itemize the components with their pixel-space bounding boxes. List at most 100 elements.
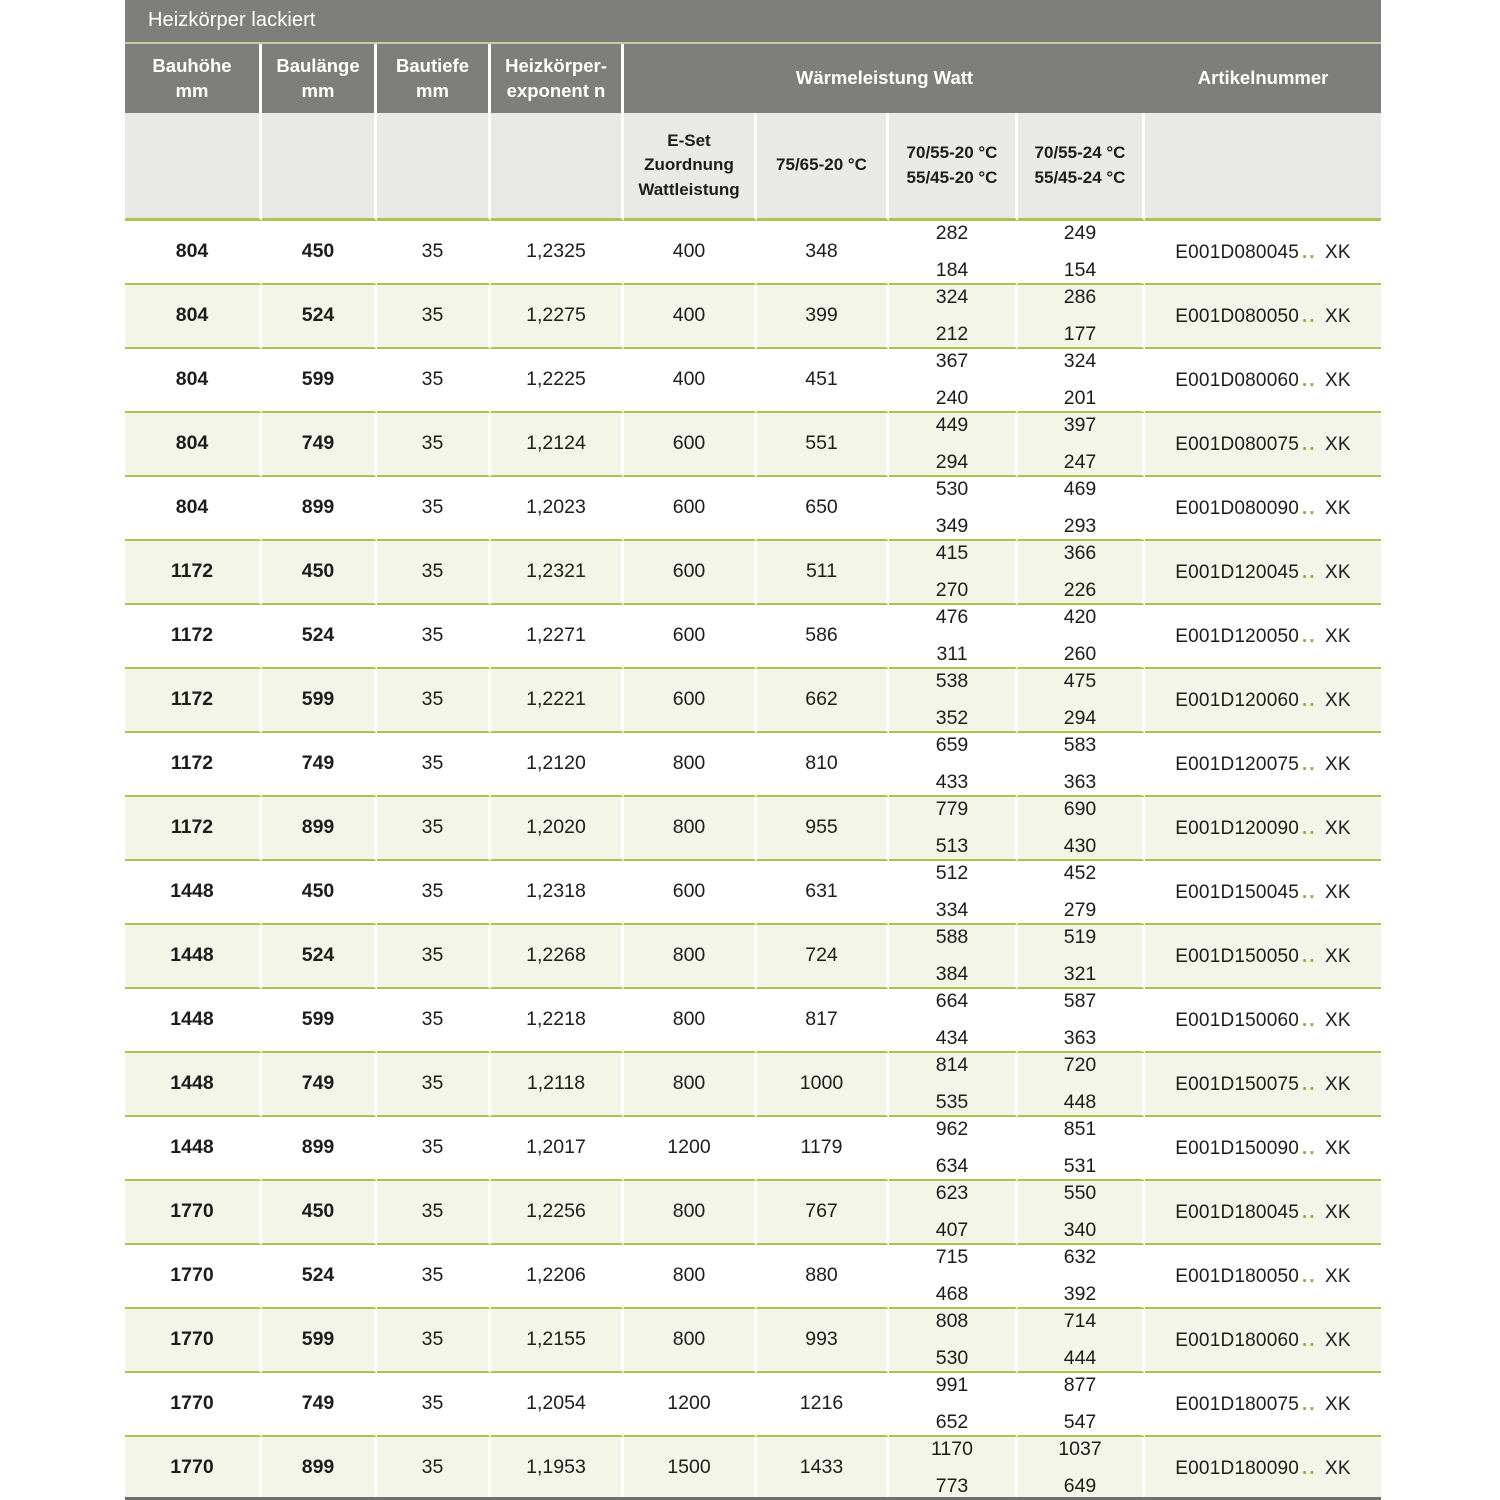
cell-temp-70-55-24-value-1: 1037 (1058, 1438, 1102, 1460)
cell-temp-70-55-24: 587 363 (1018, 989, 1145, 1053)
artikelnummer-variant-placeholder-dots: .. (1302, 753, 1317, 775)
cell-temp-70-55-20-value-2: 433 (935, 770, 969, 793)
cell-heizkoerperexponent: 1,2124 (491, 413, 624, 477)
artikelnummer-code: E001D080050 (1175, 305, 1299, 327)
artikelnummer-suffix: XK (1319, 1457, 1351, 1479)
table-row: 804 599 35 1,2225 400 451 367 240 324 201 E001D080… (125, 349, 1381, 413)
artikelnummer-suffix: XK (1319, 433, 1351, 455)
table-row: 1770 749 35 1,2054 1200 1216 991 652 877 547 E001D… (125, 1373, 1381, 1437)
cell-temp-70-55-24-value-1: 587 (1063, 990, 1097, 1012)
cell-heizkoerperexponent: 1,2225 (491, 349, 624, 413)
artikelnummer-code: E001D120090 (1175, 817, 1299, 839)
cell-bautiefe: 35 (377, 605, 491, 669)
cell-temp-70-55-24: 452 279 (1018, 861, 1145, 925)
artikelnummer-variant-placeholder-dots: .. (1302, 433, 1317, 455)
cell-baulaenge: 524 (262, 285, 377, 349)
artikelnummer-suffix: XK (1319, 1137, 1351, 1159)
table-row: 1172 599 35 1,2221 600 662 538 352 475 294 E001D12… (125, 669, 1381, 733)
cell-bauhoehe: 1172 (125, 605, 262, 669)
cell-temp-70-55-20-value-1: 538 (935, 670, 969, 692)
cell-bautiefe: 35 (377, 413, 491, 477)
artikelnummer-suffix: XK (1319, 1265, 1351, 1287)
header-line-1: Bautiefe (396, 54, 469, 76)
cell-temp-70-55-20-value-2: 434 (935, 1026, 969, 1049)
cell-temp-70-55-24: 583 363 (1018, 733, 1145, 797)
cell-temp-75-65-20: 1433 (757, 1437, 889, 1500)
header-line-2: mm (175, 79, 209, 101)
artikelnummer-variant-placeholder-dots: .. (1302, 1393, 1317, 1415)
cell-temp-70-55-24-value-1: 714 (1063, 1310, 1097, 1332)
cell-temp-70-55-24-value-1: 720 (1063, 1054, 1097, 1076)
cell-temp-70-55-20-values: 779 513 (889, 799, 1015, 856)
cell-temp-70-55-24-value-1: 583 (1063, 734, 1097, 756)
artikelnummer-code: E001D180050 (1175, 1265, 1299, 1287)
cell-heizkoerperexponent: 1,2218 (491, 989, 624, 1053)
cell-temp-75-65-20: 767 (757, 1181, 889, 1245)
cell-temp-70-55-24-values: 475 294 (1018, 671, 1142, 728)
cell-temp-70-55-20: 512 334 (889, 861, 1018, 925)
cell-temp-70-55-20-values: 814 535 (889, 1055, 1015, 1113)
cell-temp-70-55-24-values: 452 279 (1018, 863, 1142, 920)
cell-temp-70-55-20-value-1: 449 (935, 414, 969, 436)
cell-artikelnummer: E001D150075.. XK (1145, 1053, 1381, 1117)
subheader-eset-zuordnung: E-Set Zuordnung Wattleistung (624, 113, 757, 221)
subheader-line-1: 70/55-24 °C (1034, 143, 1126, 163)
cell-heizkoerperexponent: 1,2118 (491, 1053, 624, 1117)
cell-temp-70-55-24-values: 420 260 (1018, 607, 1142, 664)
subheader-bautiefe-blank (377, 113, 491, 221)
header-line-2: exponent n (506, 79, 606, 101)
subheader-temp-70-55-24: 70/55-24 °C 55/45-24 °C (1018, 113, 1145, 221)
cell-temp-70-55-20-values: 664 434 (889, 991, 1015, 1049)
cell-heizkoerperexponent: 1,2321 (491, 541, 624, 605)
cell-heizkoerperexponent: 1,2256 (491, 1181, 624, 1245)
cell-temp-70-55-20-values: 808 530 (889, 1311, 1015, 1369)
cell-temp-70-55-24: 519 321 (1018, 925, 1145, 989)
cell-temp-75-65-20: 1179 (757, 1117, 889, 1181)
header-line-2: mm (416, 79, 449, 101)
header-line-1: Bauhöhe (152, 54, 232, 76)
cell-artikelnummer: E001D120045.. XK (1145, 541, 1381, 605)
cell-bauhoehe: 1770 (125, 1309, 262, 1373)
cell-eset-wattleistung: 600 (624, 477, 757, 541)
cell-temp-70-55-20-value-2: 530 (935, 1346, 969, 1369)
cell-temp-70-55-24-value-2: 201 (1063, 386, 1097, 409)
artikelnummer-code: E001D150045 (1175, 881, 1299, 903)
table-title: Heizkörper lackiert (125, 0, 1381, 44)
cell-temp-70-55-20-value-2: 384 (935, 962, 969, 985)
cell-temp-70-55-20: 623 407 (889, 1181, 1018, 1245)
cell-eset-wattleistung: 400 (624, 221, 757, 285)
cell-temp-70-55-20-value-2: 535 (935, 1090, 969, 1113)
cell-baulaenge: 749 (262, 733, 377, 797)
artikelnummer-code: E001D120045 (1175, 561, 1299, 583)
cell-temp-70-55-20-values: 991 652 (889, 1375, 1015, 1432)
cell-temp-70-55-24: 324 201 (1018, 349, 1145, 413)
cell-temp-70-55-20: 530 349 (889, 477, 1018, 541)
cell-artikelnummer: E001D120050.. XK (1145, 605, 1381, 669)
cell-heizkoerperexponent: 1,2318 (491, 861, 624, 925)
artikelnummer-code: E001D120075 (1175, 753, 1299, 775)
table-row: 1448 450 35 1,2318 600 631 512 334 452 279 E001D15… (125, 861, 1381, 925)
cell-bautiefe: 35 (377, 285, 491, 349)
cell-temp-75-65-20: 817 (757, 989, 889, 1053)
cell-bauhoehe: 1770 (125, 1373, 262, 1437)
cell-baulaenge: 524 (262, 1245, 377, 1309)
cell-temp-70-55-24-values: 877 547 (1018, 1375, 1142, 1432)
artikelnummer-variant-placeholder-dots: .. (1302, 1201, 1317, 1223)
sub-header-row: E-Set Zuordnung Wattleistung 75/65-20 °C… (125, 113, 1381, 221)
cell-temp-75-65-20: 399 (757, 285, 889, 349)
cell-temp-70-55-24: 420 260 (1018, 605, 1145, 669)
cell-temp-70-55-20-value-1: 1170 (931, 1438, 973, 1460)
cell-baulaenge: 899 (262, 1437, 377, 1500)
cell-bauhoehe: 1770 (125, 1245, 262, 1309)
cell-bautiefe: 35 (377, 1373, 491, 1437)
cell-temp-70-55-24: 714 444 (1018, 1309, 1145, 1373)
cell-temp-70-55-20: 1170 773 (889, 1437, 1018, 1500)
artikelnummer-suffix: XK (1319, 945, 1351, 967)
cell-eset-wattleistung: 800 (624, 797, 757, 861)
cell-bautiefe: 35 (377, 733, 491, 797)
cell-temp-70-55-24-values: 690 430 (1018, 799, 1142, 856)
cell-bauhoehe: 804 (125, 285, 262, 349)
artikelnummer-variant-placeholder-dots: .. (1302, 625, 1317, 647)
artikelnummer-variant-placeholder-dots: .. (1302, 689, 1317, 711)
cell-temp-70-55-24-values: 366 226 (1018, 543, 1142, 600)
